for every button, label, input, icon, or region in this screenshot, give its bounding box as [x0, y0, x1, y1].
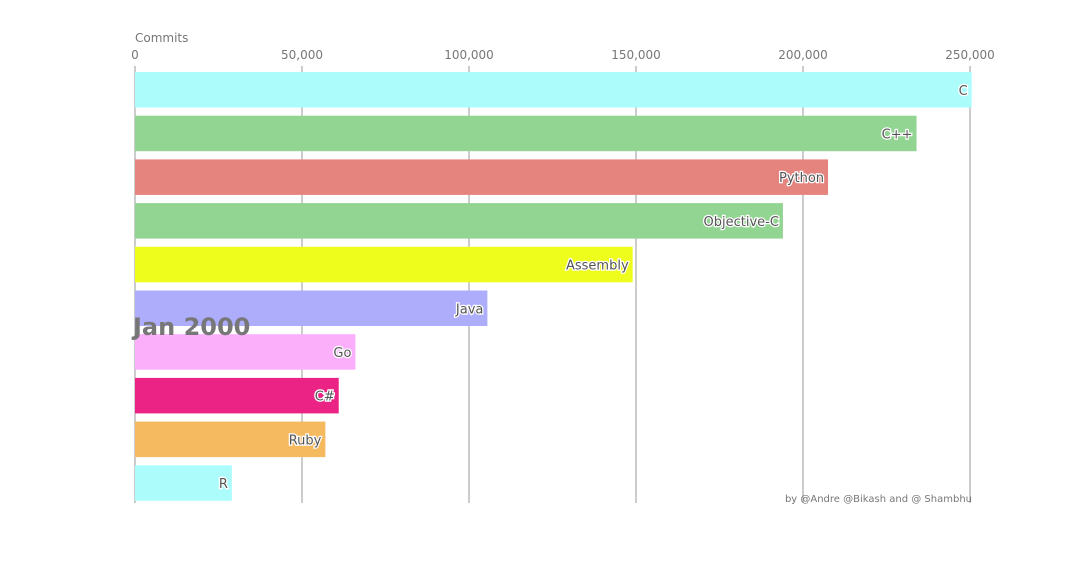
bar-c-	[135, 377, 339, 414]
bar-label: Java	[455, 302, 483, 317]
x-tick-labels: 0 50,000 100,000 150,000 200,000 250,000	[131, 48, 995, 62]
bar-label: Objective-C	[704, 215, 779, 230]
bars: C C++ Python Objective-C Assembly Java Go C# Rub…	[135, 72, 972, 501]
credit-text: by @Andre @Bikash and @ Shambhu	[784, 494, 972, 505]
bar-label: Go	[333, 346, 351, 361]
bar-label: Ruby	[289, 433, 322, 448]
bar-objective-c	[135, 203, 783, 239]
x-tick-label: 250,000	[945, 48, 995, 62]
x-tick-label: 100,000	[444, 48, 494, 62]
bar-r	[135, 465, 232, 501]
x-tick-label: 50,000	[281, 48, 323, 62]
bar-c	[135, 72, 972, 108]
x-tick-label: 200,000	[778, 48, 828, 62]
bar-label: Assembly	[566, 259, 629, 274]
x-tick-label: 0	[131, 48, 139, 62]
bar-label: R	[219, 477, 228, 492]
bar-label: C	[959, 84, 968, 99]
date-label: Jan 2000	[133, 313, 251, 341]
bar-c-	[135, 115, 917, 152]
x-axis-title: Commits	[135, 31, 189, 45]
bar-label: Python	[779, 171, 824, 186]
bar-python	[135, 159, 829, 195]
bar-assembly	[135, 246, 633, 283]
bar-ruby	[135, 421, 326, 458]
bar-label: C#	[315, 390, 335, 405]
bar-java	[135, 290, 488, 326]
bar-go	[135, 334, 356, 370]
x-tick-label: 150,000	[611, 48, 661, 62]
bar-label: C++	[882, 127, 913, 142]
